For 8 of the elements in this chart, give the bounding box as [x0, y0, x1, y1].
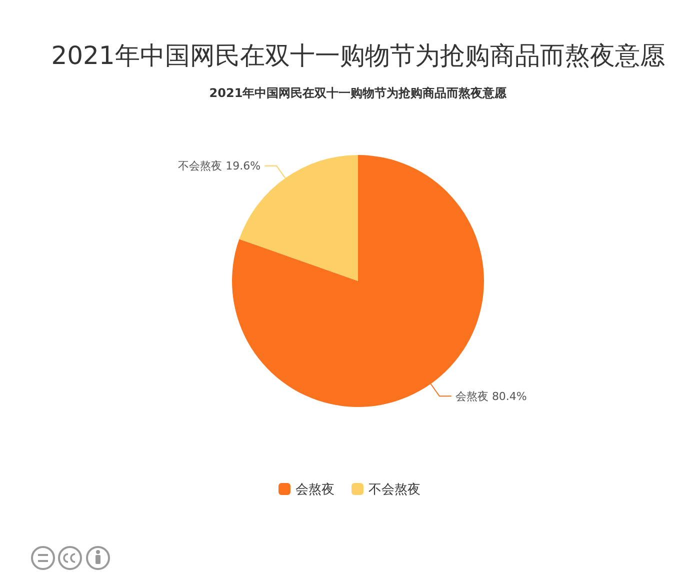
data-label: 19.6%	[226, 160, 261, 173]
data-label: 80.4%	[492, 390, 527, 403]
chart-subtitle: 2021年中国网民在双十一购物节为抢购商品而熬夜意愿	[209, 86, 508, 100]
slice-label: 不会熬夜	[178, 160, 222, 173]
legend-label: 不会熬夜	[368, 482, 420, 498]
chart-title: 2021年中国网民在双十一购物节为抢购商品而熬夜意愿	[51, 41, 665, 70]
slice-label: 会熬夜	[455, 390, 488, 403]
legend-label: 会熬夜	[296, 482, 334, 498]
